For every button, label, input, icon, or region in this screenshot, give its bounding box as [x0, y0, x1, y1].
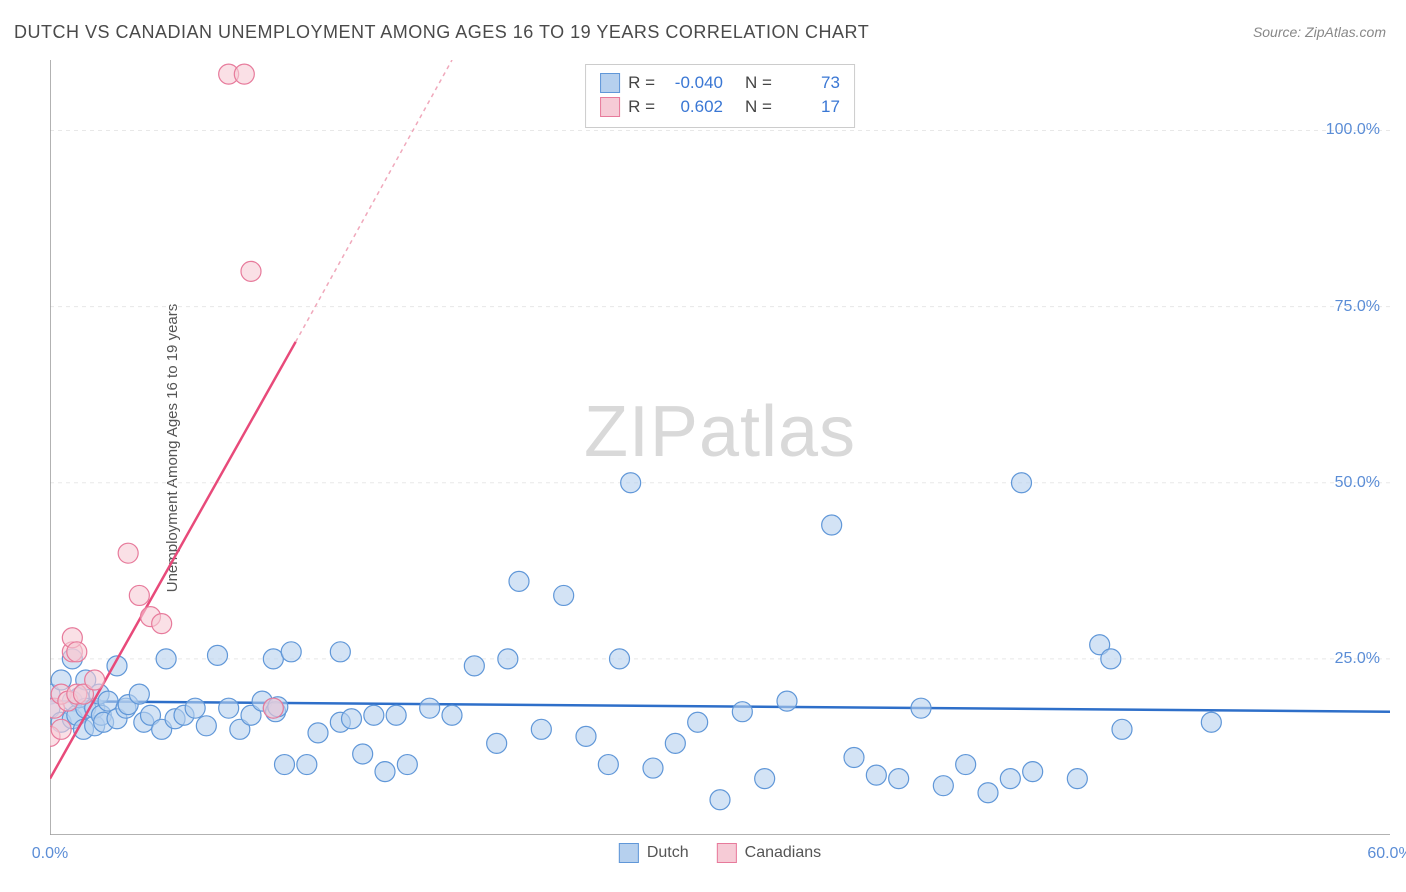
r-value-canadians: 0.602 — [663, 97, 723, 117]
legend-label: Canadians — [745, 844, 822, 862]
swatch-dutch — [619, 843, 639, 863]
legend-item-canadians: Canadians — [717, 843, 822, 863]
swatch-dutch — [600, 73, 620, 93]
y-tick-label: 50.0% — [1335, 474, 1380, 492]
x-tick-label: 0.0% — [32, 845, 68, 863]
n-label: N = — [745, 73, 772, 93]
stats-row-canadians: R = 0.602 N = 17 — [600, 95, 840, 119]
y-tick-label: 100.0% — [1326, 121, 1380, 139]
n-value-canadians: 17 — [780, 97, 840, 117]
r-value-dutch: -0.040 — [663, 73, 723, 93]
r-label: R = — [628, 97, 655, 117]
legend-label: Dutch — [647, 844, 689, 862]
chart-title: DUTCH VS CANADIAN UNEMPLOYMENT AMONG AGE… — [14, 22, 869, 43]
r-label: R = — [628, 73, 655, 93]
scatter-plot — [50, 60, 1390, 835]
swatch-canadians — [717, 843, 737, 863]
legend-item-dutch: Dutch — [619, 843, 689, 863]
y-tick-label: 75.0% — [1335, 298, 1380, 316]
y-tick-label: 25.0% — [1335, 650, 1380, 668]
stats-row-dutch: R = -0.040 N = 73 — [600, 71, 840, 95]
chart-area: Unemployment Among Ages 16 to 19 years Z… — [50, 60, 1390, 835]
n-value-dutch: 73 — [780, 73, 840, 93]
correlation-stats-box: R = -0.040 N = 73 R = 0.602 N = 17 — [585, 64, 855, 128]
n-label: N = — [745, 97, 772, 117]
source-attribution: Source: ZipAtlas.com — [1253, 24, 1386, 40]
legend: Dutch Canadians — [619, 843, 821, 863]
swatch-canadians — [600, 97, 620, 117]
x-tick-label: 60.0% — [1367, 845, 1406, 863]
